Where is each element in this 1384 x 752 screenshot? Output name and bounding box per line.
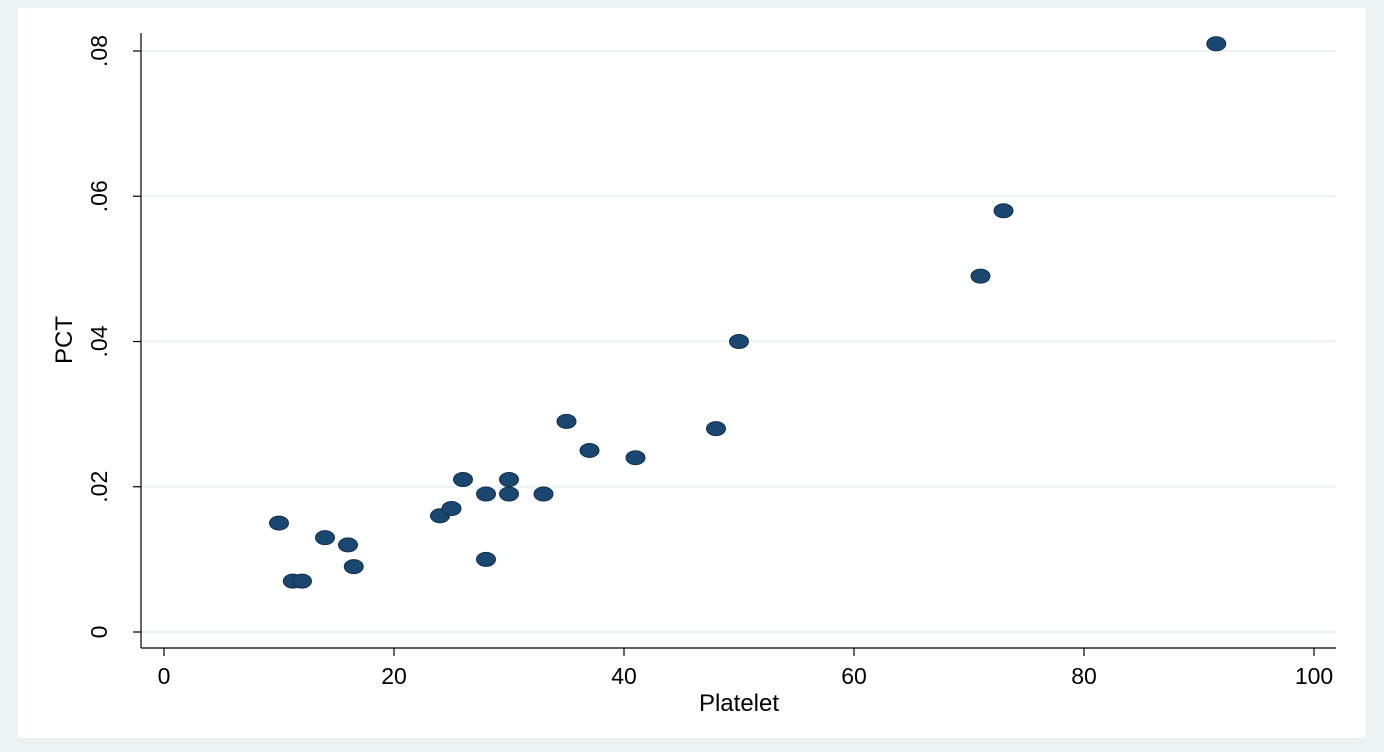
data-point xyxy=(706,421,726,437)
data-point xyxy=(499,471,519,487)
y-tick-label: 0 xyxy=(86,626,112,639)
data-point xyxy=(1206,36,1227,52)
data-point xyxy=(453,471,473,487)
axes xyxy=(140,33,1336,649)
data-point xyxy=(533,486,554,502)
data-points xyxy=(269,36,1227,589)
ticks: 0 .02 .04 .06 .08 0 20 40 60 80 100 xyxy=(86,35,1333,689)
data-point xyxy=(556,413,577,429)
data-point xyxy=(441,501,462,517)
data-point xyxy=(343,559,364,575)
y-tick-label: .08 xyxy=(86,35,112,67)
data-point xyxy=(625,450,646,466)
x-tick-label: 80 xyxy=(1071,663,1097,689)
data-point xyxy=(579,442,600,458)
x-tick-label: 0 xyxy=(158,663,171,689)
data-point xyxy=(338,537,358,553)
data-point xyxy=(970,268,991,284)
x-tick-label: 100 xyxy=(1295,663,1333,689)
data-point xyxy=(476,486,496,502)
data-point xyxy=(993,203,1014,219)
y-axis-label: PCT xyxy=(51,316,78,364)
x-axis-label: Platelet xyxy=(699,690,779,717)
data-point xyxy=(292,573,312,589)
data-point xyxy=(499,486,519,502)
y-tick-label: .04 xyxy=(86,325,112,357)
y-tick-label: .02 xyxy=(86,471,112,503)
data-point xyxy=(729,334,749,349)
y-tick-label: .06 xyxy=(86,180,112,212)
x-tick-label: 60 xyxy=(841,663,867,689)
data-point xyxy=(315,530,335,546)
plot-area xyxy=(18,8,1366,738)
data-point xyxy=(269,515,289,531)
x-tick-label: 20 xyxy=(381,663,407,689)
data-point xyxy=(476,551,496,567)
x-tick-label: 40 xyxy=(611,663,637,689)
